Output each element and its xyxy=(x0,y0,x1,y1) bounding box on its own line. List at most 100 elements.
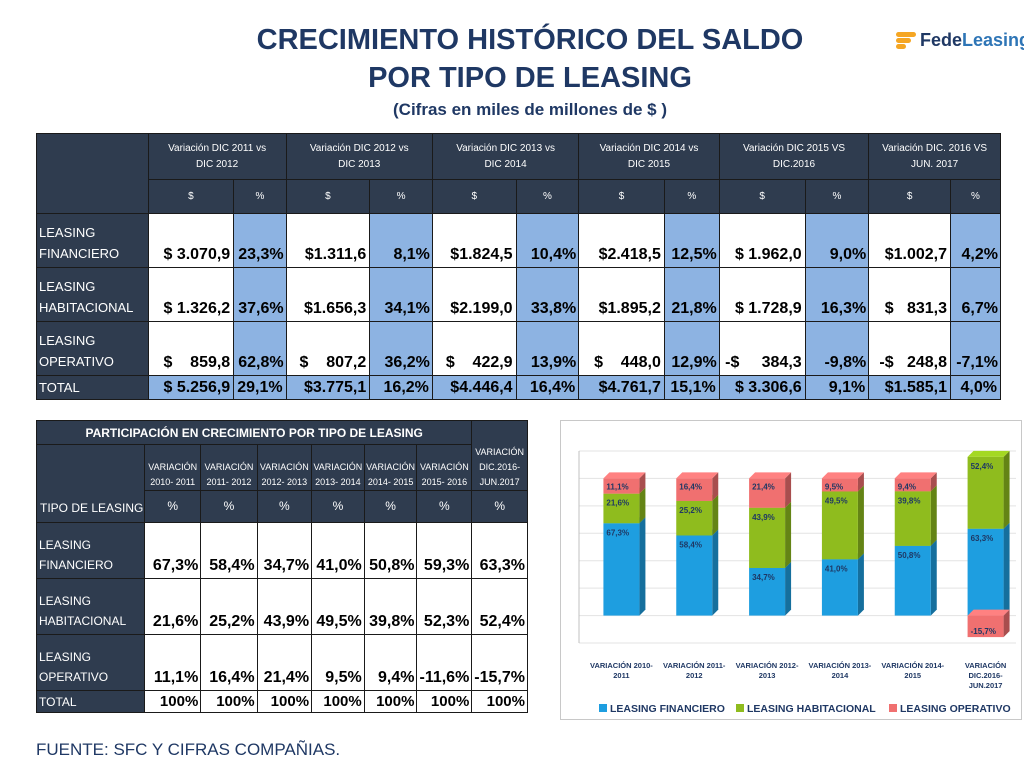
cell-text: 2015- 2016 xyxy=(421,477,468,487)
pct-subheader: % xyxy=(416,490,473,523)
bar-side xyxy=(785,561,792,616)
bar-side xyxy=(712,472,719,501)
growth-balance-table: Variación DIC 2011 vs DIC 2012 Variación D… xyxy=(36,133,1001,400)
bar-segment xyxy=(676,478,713,501)
money-cell: $2.199,0 xyxy=(431,267,517,322)
table-row: LEASING HABITACIONAL $ 1.326,2 37,6% $1.656,… xyxy=(36,267,1001,322)
bar-side xyxy=(639,517,646,616)
cell-text: VARIACIÓN xyxy=(475,447,525,457)
pct-cell: 21,6% xyxy=(144,578,202,635)
cell-text: Variación DIC. 2016 VS xyxy=(882,142,988,154)
data-label: 43,9% xyxy=(752,513,775,522)
pct-subheader: % xyxy=(950,179,1001,214)
bar-segment xyxy=(749,567,786,616)
cell-text: LEASING xyxy=(39,225,96,240)
pct-cell: 11,1% xyxy=(144,634,202,691)
subheader-row: %%%%%%% xyxy=(37,490,528,523)
bar-segment xyxy=(821,491,858,560)
pct-subheader: % xyxy=(256,490,313,523)
bar-segment xyxy=(894,491,931,546)
data-label: 11,1% xyxy=(606,482,628,491)
period-header: VARIACIÓN 2010- 2011 xyxy=(144,444,202,491)
table-row: LEASING FINANCIERO $ 3.070,9 23,3% $1.311,6 8… xyxy=(36,213,1001,268)
money-cell: $ 831,3 xyxy=(868,267,951,322)
data-label: 67,3% xyxy=(606,528,629,537)
data-label: 39,8% xyxy=(898,496,921,505)
category-label: VARIACIÓN 2014- xyxy=(881,661,944,670)
money-cell: $ 807,2 xyxy=(285,321,371,376)
bar-top xyxy=(894,472,937,479)
cell-text: DIC 2015 xyxy=(627,158,671,170)
cell-text: LEASING xyxy=(39,538,92,552)
bar-top xyxy=(821,472,864,479)
money-cell: $ 422,9 xyxy=(431,321,517,376)
bar-side xyxy=(857,472,864,492)
pct-cell: 63,3% xyxy=(471,522,528,579)
page-subtitle: (Cifras en miles de millones de $ ) xyxy=(393,100,667,119)
period-header: VARIACIÓN 2013- 2014 xyxy=(311,444,365,491)
bar-side xyxy=(1003,450,1010,529)
money-subheader: $ xyxy=(285,179,371,214)
pct-cell: 4,2% xyxy=(950,213,1001,268)
bar-segment xyxy=(821,559,858,616)
row-label: LEASING FINANCIERO xyxy=(36,213,149,268)
bar-side xyxy=(785,501,792,568)
header-row: TIPO DE LEASING VARIACIÓN 2010- 2011 VARIAC… xyxy=(35,444,528,523)
category-label: VARIACIÓN 2010- xyxy=(590,661,653,670)
category-label: VARIACIÓN 2011- xyxy=(663,661,726,670)
total-pct-cell: 100% xyxy=(144,690,202,713)
data-label: 52,4% xyxy=(971,462,994,471)
category-label: VARIACIÓN xyxy=(965,661,1007,670)
pct-subheader: % xyxy=(363,490,418,523)
pct-cell: 23,3% xyxy=(233,213,287,268)
pct-subheader: % xyxy=(515,179,580,214)
table-row: LEASING HABITACIONAL 21,6% 25,2% 43,9% 49,5% 3… xyxy=(35,578,528,635)
data-label: -15,7% xyxy=(971,627,996,636)
pct-cell: -9,8% xyxy=(804,321,870,376)
data-label: 21,4% xyxy=(752,482,775,491)
total-row: TOTAL $ 5.256,9 29,1% $3.775,1 16,2% $4.446,4… xyxy=(36,375,1001,400)
table-caption: PARTICIPACIÓN EN CRECIMIENTO POR TIPO DE… xyxy=(35,420,473,445)
cell-text: Variación DIC 2012 vs xyxy=(309,142,409,154)
pct-cell: 6,7% xyxy=(950,267,1001,322)
money-cell: $1.656,3 xyxy=(285,267,371,322)
pct-cell: 34,7% xyxy=(256,522,313,579)
total-pct-cell: 100% xyxy=(200,690,258,713)
pct-subheader: % xyxy=(663,179,720,214)
data-label: 41,0% xyxy=(825,564,848,573)
pct-subheader: % xyxy=(233,179,287,214)
cell-text: DIC 2013 xyxy=(338,158,381,170)
total-pct-cell: 100% xyxy=(471,690,528,713)
data-label: 9,5% xyxy=(825,482,843,491)
period-header: VARIACIÓN DIC.2016- JUN.2017 xyxy=(471,420,528,491)
fedeleasing-logo: FedeLeasing xyxy=(896,28,1024,52)
cell-text: FINANCIERO xyxy=(39,246,120,261)
bar-side xyxy=(785,472,792,508)
period-header: Variación DIC 2013 vs DIC 2014 xyxy=(431,133,580,180)
money-subheader: $ xyxy=(718,179,806,214)
period-header: Variación DIC 2011 vs DIC 2012 xyxy=(147,133,287,180)
period-header: VARIACIÓN 2015- 2016 xyxy=(416,444,473,491)
logo-text-part1: Fede xyxy=(920,29,963,50)
total-money-cell: $3.775,1 xyxy=(285,375,371,400)
pct-subheader: % xyxy=(200,490,258,523)
money-subheader: $ xyxy=(578,179,665,214)
pct-cell: 25,2% xyxy=(200,578,258,635)
money-cell: -$ 248,8 xyxy=(868,321,951,376)
data-label: 49,5% xyxy=(825,496,848,505)
bar-side xyxy=(1003,522,1010,616)
pct-cell: 9,0% xyxy=(804,213,870,268)
cell-text: OPERATIVO xyxy=(39,354,114,369)
money-subheader: $ xyxy=(147,179,235,214)
page-title-line2: POR TIPO DE LEASING xyxy=(368,62,692,94)
data-label: 50,8% xyxy=(898,551,921,560)
bar-segment xyxy=(603,523,640,616)
pct-cell: 34,1% xyxy=(369,267,433,322)
pct-cell: 8,1% xyxy=(369,213,433,268)
cell-text: VARIACIÓN xyxy=(148,462,198,472)
total-pct-cell: 4,0% xyxy=(950,375,1001,400)
row-label: LEASING HABITACIONAL xyxy=(35,578,146,635)
pct-cell: 16,3% xyxy=(804,267,870,322)
category-label: DIC.2016- xyxy=(968,671,1003,680)
category-label: 2012 xyxy=(686,671,703,680)
